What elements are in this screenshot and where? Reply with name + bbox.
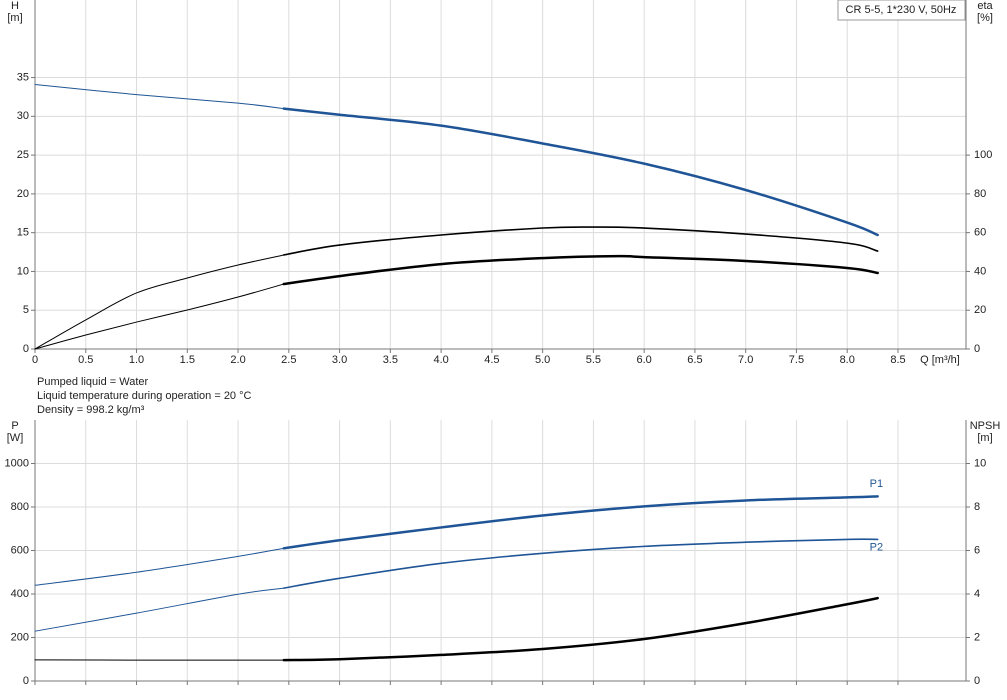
x-tick-label: 1.0 bbox=[129, 354, 144, 366]
curve bbox=[282, 254, 879, 286]
curve bbox=[34, 283, 285, 350]
x-tick-label: 3.0 bbox=[332, 354, 347, 366]
y-tick-label: 30 bbox=[17, 110, 29, 122]
curve bbox=[34, 254, 285, 350]
y-axis-label: [m] bbox=[7, 12, 22, 24]
y-tick-label: 10 bbox=[17, 265, 29, 277]
y2-tick-label: 0 bbox=[974, 675, 980, 687]
x-tick-label: 7.5 bbox=[789, 354, 804, 366]
title-box bbox=[837, 0, 966, 21]
y2-tick-label: 80 bbox=[974, 188, 986, 200]
x-tick-label: 6.0 bbox=[637, 354, 652, 366]
series-label: P2 bbox=[870, 541, 883, 553]
x-tick-label: 5.0 bbox=[535, 354, 550, 366]
y-tick-label: 800 bbox=[11, 501, 29, 513]
y2-tick-label: 4 bbox=[974, 588, 980, 600]
curve bbox=[282, 226, 879, 256]
y-tick-label: 0 bbox=[23, 675, 29, 687]
chart-title: CR 5-5, 1*230 V, 50Hz bbox=[846, 4, 957, 16]
y2-tick-label: 8 bbox=[974, 501, 980, 513]
curve bbox=[282, 538, 879, 589]
y2-tick-label: 20 bbox=[974, 304, 986, 316]
x-tick-label: 8.0 bbox=[840, 354, 855, 366]
x-tick-label: 4.5 bbox=[484, 354, 499, 366]
y-axis-label: P bbox=[11, 420, 18, 432]
curve bbox=[34, 587, 285, 632]
y-axis-label: H bbox=[11, 0, 19, 12]
y-tick-label: 200 bbox=[11, 631, 29, 643]
y2-axis-label: [%] bbox=[977, 12, 993, 24]
x-tick-label: 0 bbox=[32, 354, 38, 366]
y2-tick-label: 60 bbox=[974, 227, 986, 239]
y2-tick-label: 0 bbox=[974, 343, 980, 355]
y-tick-label: 1000 bbox=[5, 457, 29, 469]
curve bbox=[34, 84, 285, 110]
x-tick-label: 0.5 bbox=[78, 354, 93, 366]
y2-tick-label: 10 bbox=[974, 457, 986, 469]
y-tick-label: 35 bbox=[17, 71, 29, 83]
curve bbox=[282, 495, 879, 550]
y2-axis-label: eta bbox=[977, 0, 993, 12]
y-axis-label: [W] bbox=[7, 432, 24, 444]
y2-tick-label: 40 bbox=[974, 265, 986, 277]
x-tick-label: 7.0 bbox=[738, 354, 753, 366]
y-tick-label: 15 bbox=[17, 227, 29, 239]
x-tick-label: 3.5 bbox=[383, 354, 398, 366]
curve bbox=[34, 547, 285, 586]
y-tick-label: 0 bbox=[23, 343, 29, 355]
x-tick-label: 6.5 bbox=[687, 354, 702, 366]
curve bbox=[282, 596, 879, 662]
x-tick-label: 8.5 bbox=[890, 354, 905, 366]
y-tick-label: 400 bbox=[11, 588, 29, 600]
y-tick-label: 600 bbox=[11, 544, 29, 556]
curve bbox=[282, 107, 879, 237]
series-label: P1 bbox=[870, 478, 883, 490]
x-tick-label: 2.5 bbox=[281, 354, 296, 366]
x-axis-label: Q [m³/h] bbox=[920, 354, 960, 366]
y2-axis-label: NPSH bbox=[970, 420, 1001, 432]
y-tick-label: 25 bbox=[17, 149, 29, 161]
x-tick-label: 4.0 bbox=[433, 354, 448, 366]
x-tick-label: 1.5 bbox=[180, 354, 195, 366]
y2-tick-label: 100 bbox=[974, 149, 992, 161]
x-tick-label: 2.0 bbox=[230, 354, 245, 366]
y2-tick-label: 2 bbox=[974, 631, 980, 643]
y-tick-label: 5 bbox=[23, 304, 29, 316]
liquid-info: Pumped liquid = Water bbox=[37, 376, 149, 388]
y-tick-label: 20 bbox=[17, 188, 29, 200]
liquid-info: Liquid temperature during operation = 20… bbox=[37, 390, 252, 402]
y2-tick-label: 6 bbox=[974, 544, 980, 556]
y2-axis-label: [m] bbox=[977, 432, 992, 444]
liquid-info: Density = 998.2 kg/m³ bbox=[37, 404, 145, 416]
x-tick-label: 5.5 bbox=[586, 354, 601, 366]
